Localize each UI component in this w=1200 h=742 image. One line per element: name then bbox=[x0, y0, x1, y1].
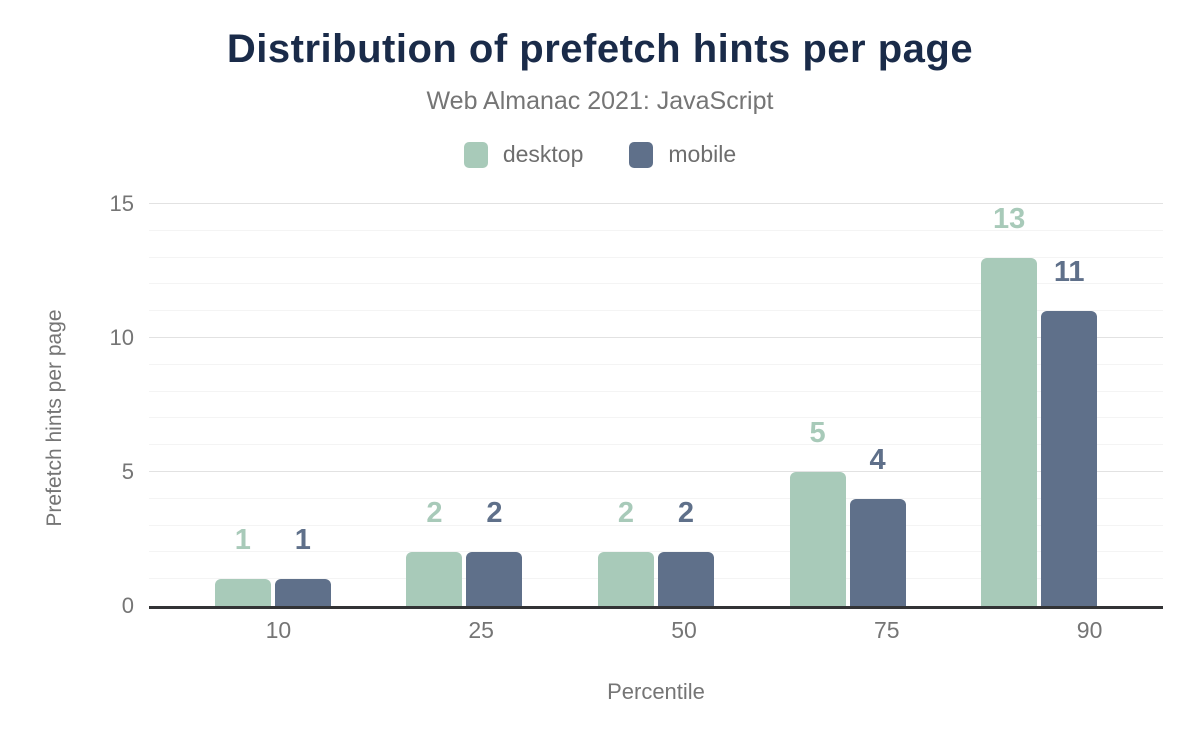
desktop-bar-column: 5 bbox=[789, 204, 846, 606]
desktop-swatch-icon bbox=[463, 141, 488, 168]
mobile-bar-column: 4 bbox=[849, 204, 906, 606]
mobile-bar[interactable] bbox=[657, 552, 714, 606]
desktop-bar[interactable] bbox=[789, 472, 846, 606]
legend-item-desktop[interactable]: desktop bbox=[463, 141, 584, 168]
mobile-value-label: 2 bbox=[486, 497, 503, 530]
x-axis-title: Percentile bbox=[607, 679, 705, 704]
mobile-bar[interactable] bbox=[274, 579, 331, 606]
x-tick-label: 10 bbox=[265, 617, 292, 643]
y-axis-title: Prefetch hints per page bbox=[43, 309, 66, 527]
mobile-bar-column: 11 bbox=[1041, 204, 1098, 606]
major-gridline bbox=[149, 337, 1163, 339]
desktop-bar[interactable] bbox=[597, 552, 654, 606]
mobile-bar[interactable] bbox=[849, 498, 906, 606]
minor-gridline bbox=[149, 390, 1163, 392]
y-tick-label: 5 bbox=[121, 459, 134, 485]
minor-gridline bbox=[149, 497, 1163, 499]
y-tick-label: 0 bbox=[121, 593, 134, 618]
major-gridline bbox=[149, 203, 1163, 204]
desktop-value-label: 2 bbox=[426, 497, 443, 530]
minor-gridline bbox=[149, 551, 1163, 553]
mobile-bar[interactable] bbox=[1041, 311, 1098, 606]
desktop-value-label: 13 bbox=[993, 202, 1026, 235]
desktop-value-label: 2 bbox=[617, 497, 635, 530]
desktop-bar-column: 2 bbox=[406, 204, 463, 606]
desktop-value-label: 1 bbox=[234, 524, 251, 557]
x-tick-label: 50 bbox=[671, 617, 697, 643]
mobile-bar-column: 2 bbox=[466, 204, 523, 606]
mobile-value-label: 2 bbox=[677, 497, 695, 530]
desktop-bar-column: 1 bbox=[214, 204, 271, 606]
minor-gridline bbox=[149, 229, 1163, 231]
y-tick-label: 10 bbox=[109, 325, 134, 351]
minor-gridline bbox=[149, 256, 1163, 258]
x-tick-label: 90 bbox=[1076, 617, 1103, 643]
y-tick-label: 15 bbox=[109, 191, 134, 216]
mobile-value-label: 1 bbox=[294, 524, 311, 557]
minor-gridline bbox=[149, 578, 1163, 580]
major-gridline bbox=[149, 471, 1163, 473]
mobile-swatch-icon bbox=[629, 141, 654, 168]
minor-gridline bbox=[149, 310, 1163, 312]
desktop-bar-column: 13 bbox=[981, 202, 1038, 606]
x-axis-ticks: 10 25 50 75 90 bbox=[149, 617, 1200, 644]
mobile-bar-column: 2 bbox=[657, 204, 714, 606]
minor-gridline bbox=[149, 417, 1163, 419]
mobile-value-label: 11 bbox=[1053, 256, 1085, 289]
plot-area: 1 1 2 2 2 2 5 4 13 11 0 5 10 15 bbox=[110, 193, 1163, 617]
desktop-value-label: 5 bbox=[809, 417, 826, 450]
chart-subtitle: Web Almanac 2021: JavaScript bbox=[426, 87, 774, 115]
minor-gridline bbox=[149, 524, 1163, 526]
mobile-bar[interactable] bbox=[466, 552, 523, 606]
x-tick-label: 75 bbox=[873, 617, 900, 643]
mobile-value-label: 4 bbox=[869, 443, 886, 476]
minor-gridline bbox=[149, 363, 1163, 365]
desktop-bar[interactable] bbox=[981, 257, 1038, 606]
bar-group-90: 13 11 bbox=[943, 204, 1135, 606]
minor-gridline bbox=[149, 444, 1163, 446]
legend-item-mobile[interactable]: mobile bbox=[629, 141, 736, 168]
legend: desktop mobile bbox=[0, 141, 1200, 168]
desktop-bar-column: 2 bbox=[597, 204, 654, 606]
legend-label-mobile: mobile bbox=[668, 141, 737, 167]
legend-label-desktop: desktop bbox=[502, 141, 584, 167]
bar-groups: 1 1 2 2 2 2 5 4 13 11 bbox=[149, 204, 1163, 606]
desktop-bar[interactable] bbox=[214, 579, 271, 606]
chart-title: Distribution of prefetch hints per page bbox=[226, 27, 974, 71]
desktop-bar[interactable] bbox=[406, 552, 463, 606]
x-tick-label: 25 bbox=[468, 617, 494, 643]
minor-gridline bbox=[149, 283, 1163, 285]
mobile-bar-column: 1 bbox=[274, 204, 331, 606]
